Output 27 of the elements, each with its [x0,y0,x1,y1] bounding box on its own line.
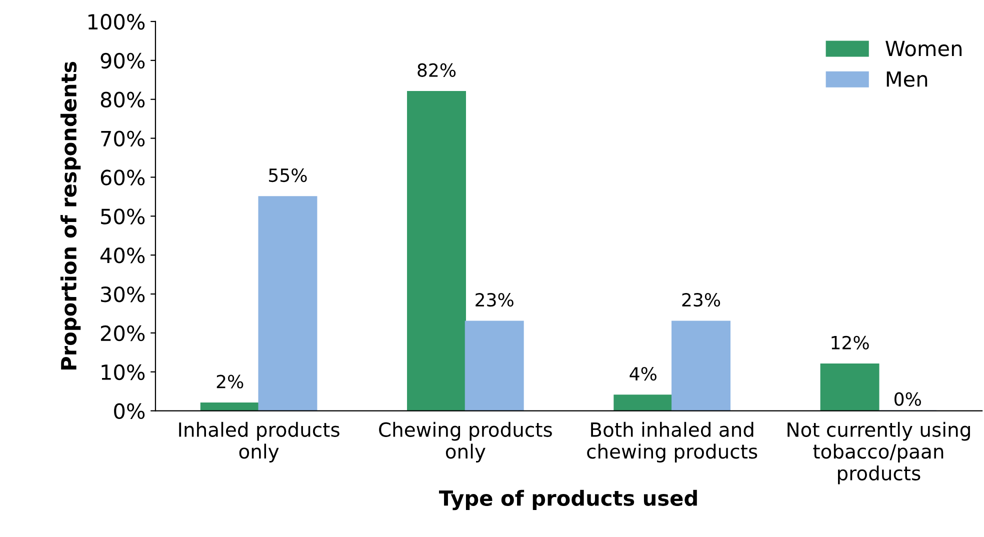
x-axis-title: Type of products used [438,490,697,510]
x-tick-label: Not currently using tobacco/paan products [788,422,970,484]
y-tick-label: 30% [101,286,145,302]
data-label: 23% [682,292,720,307]
y-axis-title: Proportion of respondents [60,62,81,370]
y-tick-label: 50% [101,208,145,224]
data-label: 23% [476,292,514,307]
data-label: 0% [894,392,921,406]
y-tick-label: 10% [102,364,145,380]
data-label: 82% [418,63,456,77]
data-label: 55% [269,168,307,182]
y-tick-label: 0% [114,403,145,420]
data-label: 4% [630,366,656,381]
legend-label: Men [886,71,928,87]
legend-label: Women [886,40,962,56]
y-tick-label: 90% [100,52,145,69]
x-tick-label: Both inhaled and chewing products [587,422,758,463]
x-tick-label: Chewing products only [379,422,552,463]
y-tick-label: 100% [88,14,145,30]
y-tick-label: 60% [100,170,145,186]
y-tick-label: 20% [100,325,145,342]
y-tick-label: 70% [101,130,145,146]
x-tick-label: Inhaled products only [179,422,340,463]
data-label: 12% [832,336,869,350]
y-tick-label: 80% [100,92,145,108]
y-tick-label: 40% [100,248,145,264]
data-label: 2% [216,374,244,388]
